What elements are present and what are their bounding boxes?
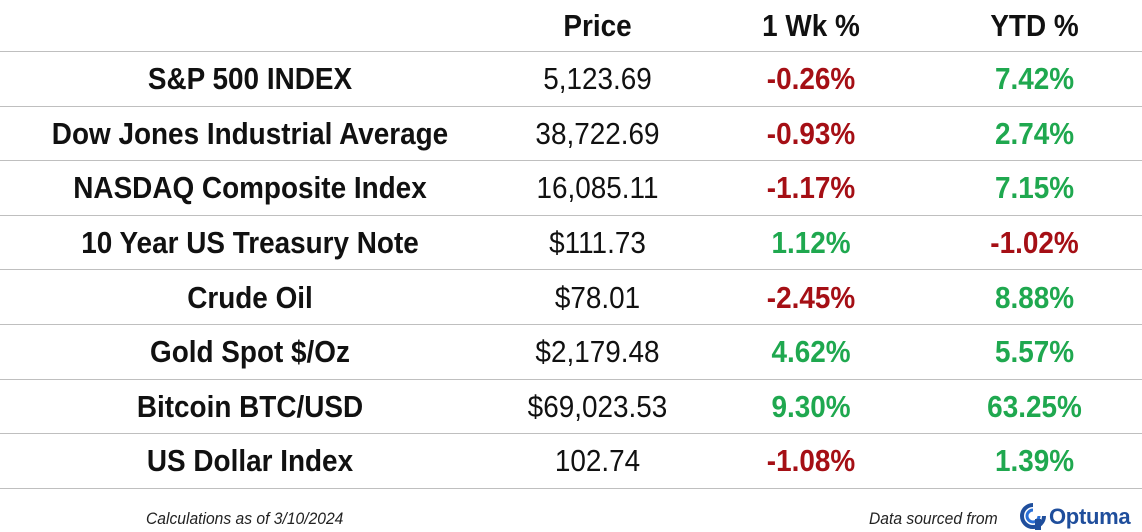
market-summary-table: Price 1 Wk % YTD % S&P 500 INDEX 5,123.69…: [0, 0, 1142, 489]
instrument-name: Gold Spot $/Oz: [150, 334, 350, 370]
optuma-logo-text: Optuma: [1049, 504, 1131, 529]
instrument-name: Dow Jones Industrial Average: [51, 115, 449, 151]
table-row: Gold Spot $/Oz $2,179.48 4.62% 5.57%: [0, 325, 1142, 380]
instrument-price: 16,085.11: [536, 170, 659, 206]
data-source-note: Data sourced from: [869, 509, 998, 528]
instrument-price: $69,023.53: [527, 388, 668, 424]
header-name: [25, 0, 475, 51]
optuma-logo-icon: [1020, 503, 1046, 530]
table-row: NASDAQ Composite Index 16,085.11 -1.17% 7.1…: [0, 161, 1142, 216]
table-row: Dow Jones Industrial Average 38,722.69 -0.…: [0, 107, 1142, 162]
ytd-change: 8.88%: [994, 279, 1075, 315]
table-row: US Dollar Index 102.74 -1.08% 1.39%: [0, 434, 1142, 489]
instrument-name: US Dollar Index: [146, 443, 354, 479]
table-row: S&P 500 INDEX 5,123.69 -0.26% 7.42%: [0, 52, 1142, 107]
optuma-logo: Optuma: [1020, 502, 1131, 532]
week-change: 4.62%: [771, 334, 851, 370]
week-change: -0.93%: [766, 115, 856, 151]
instrument-name: S&P 500 INDEX: [147, 61, 353, 97]
week-change: 9.30%: [771, 388, 851, 424]
instrument-name: NASDAQ Composite Index: [73, 170, 427, 206]
instrument-price: 5,123.69: [543, 61, 652, 97]
ytd-change: 2.74%: [994, 115, 1075, 151]
instrument-price: 102.74: [554, 443, 641, 479]
table-header-row: Price 1 Wk % YTD %: [0, 0, 1142, 52]
week-change: -1.08%: [766, 443, 856, 479]
instrument-name: Crude Oil: [187, 279, 313, 315]
week-change: 1.12%: [771, 225, 851, 261]
instrument-price: $78.01: [554, 279, 641, 315]
table-body: S&P 500 INDEX 5,123.69 -0.26% 7.42% Dow Jone…: [0, 52, 1142, 489]
week-change: -1.17%: [766, 170, 856, 206]
header-week-change: 1 Wk %: [762, 8, 860, 43]
header-price: Price: [563, 8, 632, 43]
table-row: Bitcoin BTC/USD $69,023.53 9.30% 63.25%: [0, 380, 1142, 435]
table-row: Crude Oil $78.01 -2.45% 8.88%: [0, 270, 1142, 325]
instrument-price: 38,722.69: [535, 115, 660, 151]
ytd-change: 63.25%: [987, 388, 1082, 424]
ytd-change: -1.02%: [990, 225, 1079, 261]
ytd-change: 7.42%: [994, 61, 1075, 97]
instrument-name: 10 Year US Treasury Note: [81, 225, 419, 261]
week-change: -2.45%: [766, 279, 856, 315]
calculation-date-note: Calculations as of 3/10/2024: [146, 509, 344, 528]
instrument-price: $111.73: [549, 225, 646, 261]
instrument-price: $2,179.48: [535, 334, 660, 370]
footer: Calculations as of 3/10/2024 Data source…: [0, 500, 1142, 532]
header-ytd-change: YTD %: [990, 8, 1079, 43]
ytd-change: 7.15%: [994, 170, 1075, 206]
ytd-change: 1.39%: [994, 443, 1075, 479]
instrument-name: Bitcoin BTC/USD: [136, 388, 364, 424]
table-row: 10 Year US Treasury Note $111.73 1.12% -1.0…: [0, 216, 1142, 271]
ytd-change: 5.57%: [994, 334, 1075, 370]
week-change: -0.26%: [766, 61, 856, 97]
